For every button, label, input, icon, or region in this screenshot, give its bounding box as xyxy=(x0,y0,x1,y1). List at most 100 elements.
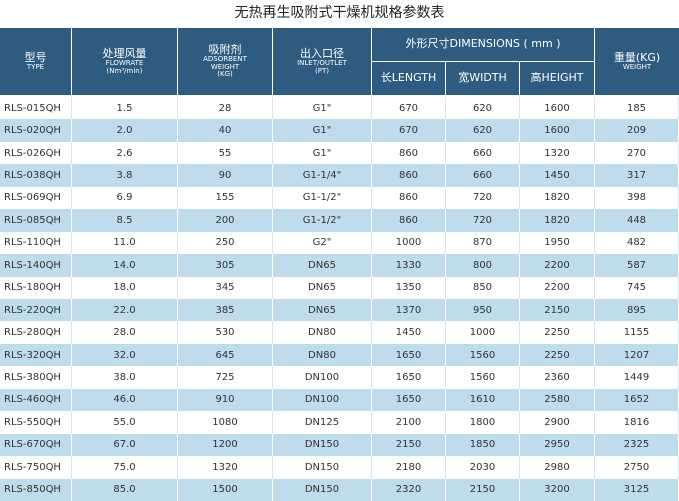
table-cell: 185 xyxy=(595,97,679,120)
table-cell: 1155 xyxy=(595,321,679,344)
table-cell: 14.0 xyxy=(72,254,178,277)
table-cell: 1000 xyxy=(372,231,446,255)
table-row: RLS-020QH 2.0 40 G1" 670 620 1600 209 xyxy=(0,119,679,142)
table-cell: 725 xyxy=(178,366,273,389)
table-cell: 155 xyxy=(178,186,273,210)
table-cell: 22.0 xyxy=(72,299,178,322)
table-cell: 8.5 xyxy=(72,209,178,232)
table-cell: 2900 xyxy=(520,411,595,434)
table-cell: DN65 xyxy=(273,299,372,322)
table-cell: 1500 xyxy=(178,478,273,501)
table-cell: 2150 xyxy=(372,433,446,457)
header-length: 长LENGTH xyxy=(372,62,445,95)
header-text: (PT) xyxy=(315,66,329,75)
table-cell: 46.0 xyxy=(72,388,178,412)
table-cell: DN65 xyxy=(273,254,372,277)
table-cell: 720 xyxy=(446,186,520,210)
table-row: RLS-085QH 8.5 200 G1-1/2" 860 720 1820 448 xyxy=(0,209,679,232)
table-cell: 2.6 xyxy=(72,141,178,165)
header-adsorbent: 吸附剂 ADSORBENT WEIGHT (KG) xyxy=(178,28,272,95)
table-cell: RLS-026QH xyxy=(0,141,72,165)
table-cell: 200 xyxy=(178,209,273,232)
table-cell: 75.0 xyxy=(72,456,178,479)
table-cell: 1207 xyxy=(595,343,679,367)
header-text: 吸附剂 xyxy=(208,42,242,56)
table-cell: 860 xyxy=(372,141,446,165)
table-cell: G1" xyxy=(273,119,372,142)
table-cell: 398 xyxy=(595,186,679,210)
table-cell: 2.0 xyxy=(72,119,178,142)
table-row: RLS-110QH 11.0 250 G2" 1000 870 1950 482 xyxy=(0,231,679,255)
table-cell: 1610 xyxy=(446,388,520,412)
header-text: WEIGHT xyxy=(210,62,240,71)
table-cell: 482 xyxy=(595,231,679,255)
table-cell: 2180 xyxy=(372,456,446,479)
table-cell: 670 xyxy=(372,119,446,142)
table-cell: 317 xyxy=(595,164,679,187)
table-row: RLS-026QH 2.6 55 G1" 860 660 1320 270 xyxy=(0,141,679,165)
table-cell: 860 xyxy=(372,186,446,210)
table-cell: 1000 xyxy=(446,321,520,344)
table-row: RLS-750QH 75.0 1320 DN150 2180 2030 2980 2750 xyxy=(0,456,679,479)
table-cell: 2750 xyxy=(595,456,679,479)
table-row: RLS-320QH 32.0 645 DN80 1650 1560 2250 1207 xyxy=(0,343,679,367)
table-cell: 1320 xyxy=(178,456,273,479)
table-cell: 1080 xyxy=(178,411,273,434)
table-cell: 720 xyxy=(446,209,520,232)
table-cell: 860 xyxy=(372,164,446,187)
table-cell: 3200 xyxy=(520,478,595,501)
table-cell: 6.9 xyxy=(72,186,178,210)
table-cell: 2150 xyxy=(446,478,520,501)
table-row: RLS-015QH 1.5 28 G1" 670 620 1600 185 xyxy=(0,97,679,120)
header-text: 出入口径 xyxy=(300,46,344,60)
header-text: 高HEIGHT xyxy=(530,71,584,85)
header-text: WEIGHT xyxy=(622,62,652,71)
table-row: RLS-180QH 18.0 345 DN65 1350 850 2200 745 xyxy=(0,276,679,299)
table-row: RLS-670QH 67.0 1200 DN150 2150 1850 2950 2325 xyxy=(0,433,679,457)
table-cell: 2950 xyxy=(520,433,595,457)
table-cell: RLS-850QH xyxy=(0,478,72,501)
header-text: 重量(KG) xyxy=(613,50,661,64)
table-cell: 910 xyxy=(178,388,273,412)
table-cell: 950 xyxy=(446,299,520,322)
header-text: 外形尺寸DIMENSIONS ( mm ) xyxy=(405,37,561,51)
header-flowrate: 处理风量 FLOWRATE (Nm³/min) xyxy=(72,28,177,95)
table-cell: 530 xyxy=(178,321,273,344)
table-cell: 1800 xyxy=(446,411,520,434)
table-cell: 55 xyxy=(178,141,273,165)
table-cell: DN125 xyxy=(273,411,372,434)
header-text: INLET/OUTLET xyxy=(297,58,347,67)
table-cell: 1850 xyxy=(446,433,520,457)
title: 无热再生吸附式干燥机规格参数表 xyxy=(234,5,445,21)
table-cell: 1320 xyxy=(520,141,595,165)
table-cell: RLS-180QH xyxy=(0,276,72,299)
table-cell: 1652 xyxy=(595,388,679,412)
table-cell: 2250 xyxy=(520,343,595,367)
header-dimensions: 外形尺寸DIMENSIONS ( mm ) xyxy=(372,28,594,61)
table-cell: 645 xyxy=(178,343,273,367)
table-row: RLS-069QH 6.9 155 G1-1/2" 860 720 1820 398 xyxy=(0,186,679,210)
header-inlet: 出入口径 INLET/OUTLET (PT) xyxy=(273,28,371,95)
table-cell: 587 xyxy=(595,254,679,277)
table-row: RLS-550QH 55.0 1080 DN125 2100 1800 2900 1816 xyxy=(0,411,679,434)
table-cell: 1950 xyxy=(520,231,595,255)
table-cell: DN100 xyxy=(273,366,372,389)
table-cell: 2320 xyxy=(372,478,446,501)
table-cell: 1600 xyxy=(520,119,595,142)
table-cell: 209 xyxy=(595,119,679,142)
table-cell: 67.0 xyxy=(72,433,178,457)
table-cell: DN65 xyxy=(273,276,372,299)
table-cell: RLS-460QH xyxy=(0,388,72,412)
table-cell: 3.8 xyxy=(72,164,178,187)
table-cell: 800 xyxy=(446,254,520,277)
header-text: 型号 xyxy=(24,50,47,64)
table-cell: 270 xyxy=(595,141,679,165)
table-cell: RLS-038QH xyxy=(0,164,72,187)
table-cell: 28 xyxy=(178,97,273,120)
table-cell: RLS-550QH xyxy=(0,411,72,434)
table-cell: 895 xyxy=(595,299,679,322)
header-weight: 重量(KG) WEIGHT xyxy=(595,28,679,95)
table-cell: 345 xyxy=(178,276,273,299)
table-cell: 2200 xyxy=(520,276,595,299)
table-cell: 38.0 xyxy=(72,366,178,389)
